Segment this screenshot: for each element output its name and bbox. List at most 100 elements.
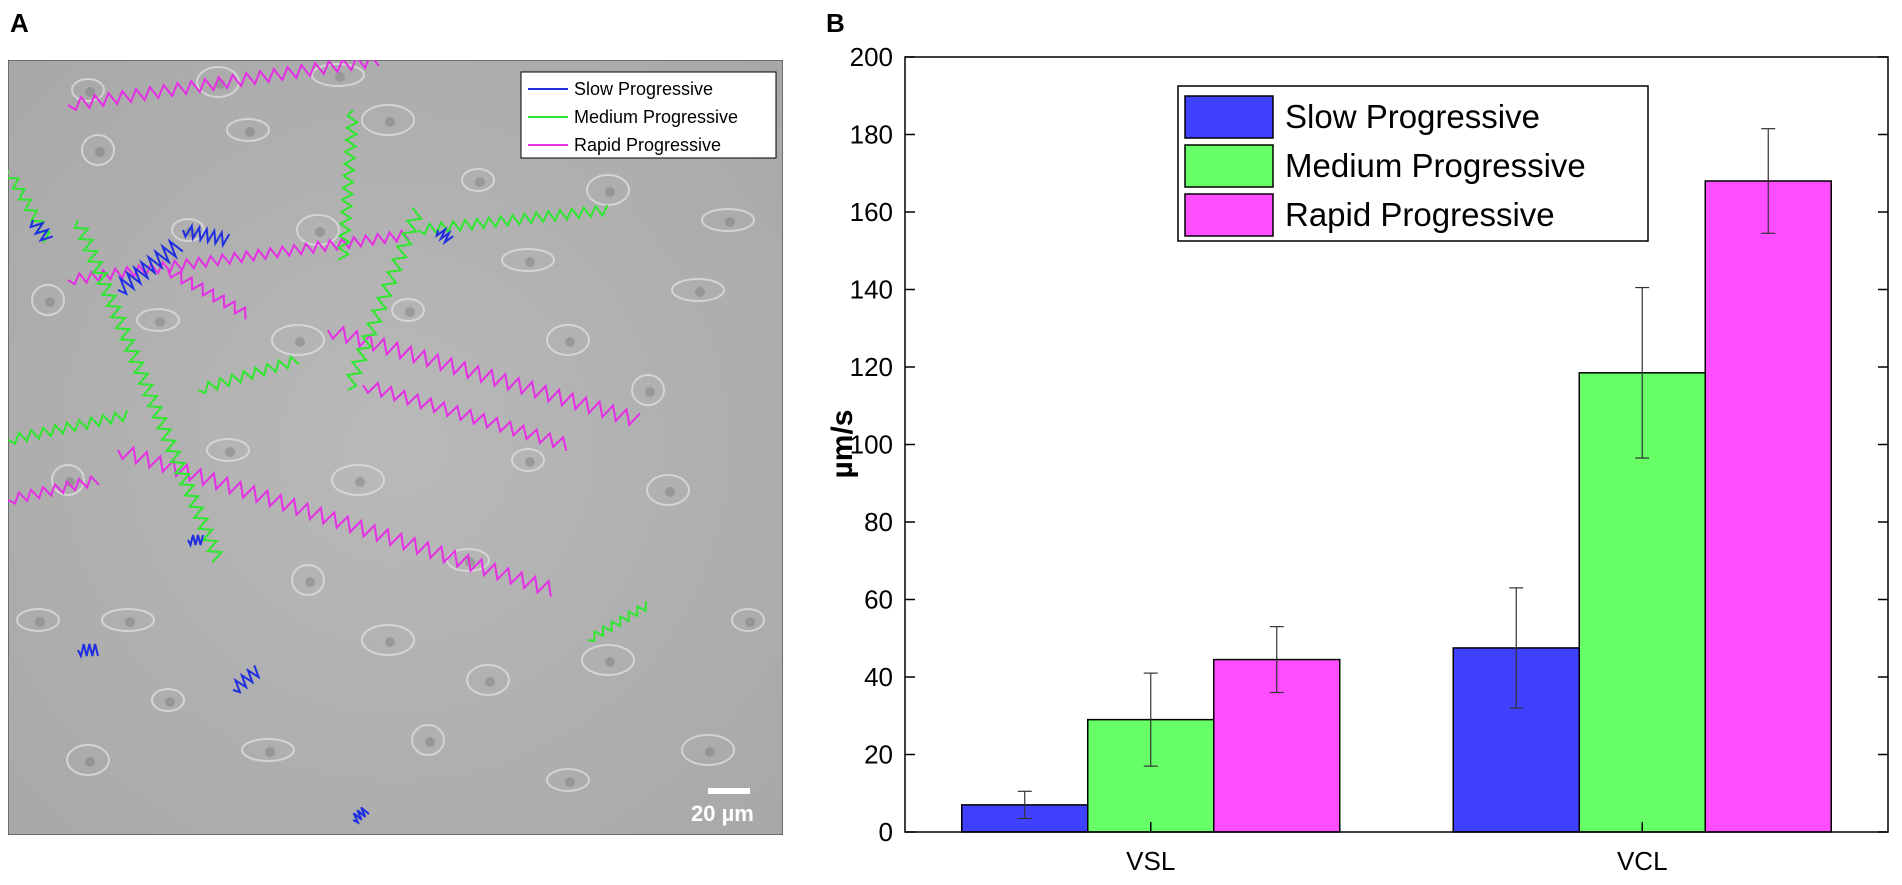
cell-shape <box>546 324 590 356</box>
cell-nucleus <box>245 127 255 137</box>
cell-shape <box>501 248 555 272</box>
track-path <box>67 228 410 286</box>
y-axis-label: µm/s <box>826 410 859 479</box>
scale-bar <box>708 788 750 794</box>
cell-nucleus <box>485 677 495 687</box>
cell-shape <box>51 464 85 496</box>
cell-nucleus <box>35 617 45 627</box>
cell-nucleus <box>385 117 395 127</box>
y-tick-label: 160 <box>850 197 893 227</box>
cell-shape <box>701 208 755 232</box>
track-path <box>232 664 261 694</box>
cell-shape <box>361 104 415 136</box>
sperm-cells <box>16 63 765 792</box>
track-path <box>77 643 99 659</box>
track-path <box>73 219 224 563</box>
cell-nucleus <box>565 777 575 787</box>
y-tick-label: 100 <box>850 430 893 460</box>
cell-shape <box>681 734 735 766</box>
track-path <box>345 207 423 391</box>
cell-nucleus <box>45 297 55 307</box>
cell-shape <box>66 744 110 776</box>
cell-shape <box>671 278 725 302</box>
track-path <box>117 238 184 296</box>
cell-nucleus <box>305 577 315 587</box>
track-path <box>117 445 552 597</box>
cell-nucleus <box>745 617 755 627</box>
cell-nucleus <box>165 697 175 707</box>
track-path <box>8 474 100 505</box>
x-tick-label-vcl: VCL <box>1617 846 1668 876</box>
chart-legend-label-1: Medium Progressive <box>1285 147 1586 184</box>
legend-label-medium: Medium Progressive <box>574 107 738 127</box>
cell-nucleus <box>265 747 275 757</box>
track-path <box>197 355 301 395</box>
cell-nucleus <box>385 637 395 647</box>
track-path <box>417 204 609 236</box>
cell-nucleus <box>405 307 415 317</box>
cell-shape <box>151 688 185 712</box>
cell-shape <box>581 644 635 676</box>
track-path <box>587 601 647 643</box>
track-path <box>8 409 128 446</box>
y-tick-label: 60 <box>864 585 893 615</box>
cell-nucleus <box>85 757 95 767</box>
track-path <box>327 325 641 427</box>
cell-nucleus <box>645 387 655 397</box>
cell-shape <box>81 134 115 166</box>
cell-shape <box>391 298 425 322</box>
cell-shape <box>411 724 445 756</box>
y-tick-label: 80 <box>864 507 893 537</box>
cell-shape <box>171 218 205 242</box>
cell-nucleus <box>225 447 235 457</box>
cell-shape <box>331 464 385 496</box>
y-tick-label: 20 <box>864 740 893 770</box>
panel-b-label: B <box>826 8 845 38</box>
cell-shape <box>271 324 325 356</box>
microscopy-image: Slow Progressive Medium Progressive Rapi… <box>8 60 783 835</box>
cell-shape <box>731 608 765 632</box>
track-path <box>435 226 454 246</box>
y-tick-label: 0 <box>879 817 893 847</box>
sperm-tracks <box>8 60 647 825</box>
track-path <box>362 381 568 452</box>
cell-nucleus <box>525 457 535 467</box>
y-tick-label: 180 <box>850 120 893 150</box>
cell-shape <box>16 608 60 632</box>
cell-shape <box>311 63 365 87</box>
cell-nucleus <box>705 747 715 757</box>
cell-shape <box>226 118 270 142</box>
panel-a-label: A <box>10 8 29 38</box>
bar-vcl-rapid-progressive <box>1704 180 1832 833</box>
plot-frame <box>904 56 1889 833</box>
cell-nucleus <box>125 617 135 627</box>
legend-label-slow: Slow Progressive <box>574 79 713 99</box>
cell-nucleus <box>565 337 575 347</box>
cell-nucleus <box>65 477 75 487</box>
cell-shape <box>296 214 340 246</box>
cell-shape <box>646 474 690 506</box>
cell-shape <box>461 168 495 192</box>
chart-legend: Slow Progressive Medium Progressive Rapid … <box>1177 85 1649 242</box>
x-tick-label-vsl: VSL <box>1126 846 1175 876</box>
chart-legend-swatch-2 <box>1184 193 1274 237</box>
cell-shape <box>511 448 545 472</box>
cell-nucleus <box>665 487 675 497</box>
cell-nucleus <box>95 147 105 157</box>
cell-shape <box>71 78 105 102</box>
cell-nucleus <box>475 177 485 187</box>
cell-nucleus <box>425 737 435 747</box>
cell-nucleus <box>355 477 365 487</box>
cell-nucleus <box>155 317 165 327</box>
cell-shape <box>206 438 250 462</box>
cell-shape <box>136 308 180 332</box>
cell-nucleus <box>605 187 615 197</box>
cell-nucleus <box>85 87 95 97</box>
y-tick-label: 40 <box>864 662 893 692</box>
y-tick-label: 140 <box>850 275 893 305</box>
cell-nucleus <box>335 72 345 82</box>
cell-nucleus <box>525 257 535 267</box>
cell-nucleus <box>725 217 735 227</box>
cell-shape <box>586 174 630 206</box>
